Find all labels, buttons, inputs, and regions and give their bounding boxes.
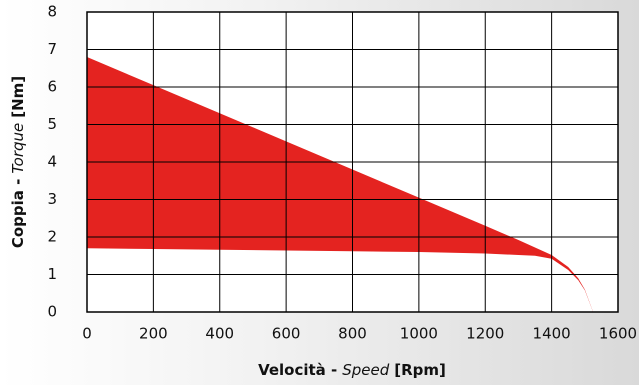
x-tick-label: 1000 xyxy=(400,325,438,343)
x-axis-label: Velocità - Speed [Rpm] xyxy=(258,361,446,379)
plot-frame xyxy=(86,11,619,313)
y-tick-label: 4 xyxy=(47,153,57,171)
y-tick-label: 1 xyxy=(47,265,57,283)
x-tick-label: 1400 xyxy=(533,325,571,343)
area xyxy=(87,57,594,312)
plot-layer xyxy=(86,11,619,313)
y-tick-label: 7 xyxy=(47,40,57,58)
y-tick-label: 2 xyxy=(47,228,57,246)
x-tick-label: 600 xyxy=(272,325,301,343)
y-tick-label: 5 xyxy=(47,115,57,133)
x-tick-label: 800 xyxy=(338,325,367,343)
x-tick-label: 200 xyxy=(139,325,168,343)
y-axis-label: Coppia - Torque [Nm] xyxy=(9,76,27,248)
x-tick-label: 1600 xyxy=(599,325,637,343)
y-tick-label: 8 xyxy=(47,3,57,21)
x-label-part: Speed xyxy=(342,361,390,379)
y-tick-label: 6 xyxy=(47,78,57,96)
y-label-part: Torque xyxy=(9,123,27,174)
x-tick-label: 0 xyxy=(82,325,92,343)
area xyxy=(87,248,594,312)
x-label-part: [Rpm] xyxy=(394,361,446,379)
x-tick-label: 1200 xyxy=(466,325,504,343)
y-tick-label: 0 xyxy=(47,303,57,321)
x-label-part: Velocità - xyxy=(258,361,337,379)
x-tick-label: 400 xyxy=(205,325,234,343)
y-label-part: Coppia - xyxy=(9,179,27,249)
y-label-part: [Nm] xyxy=(9,76,27,118)
y-tick-label: 3 xyxy=(47,190,57,208)
